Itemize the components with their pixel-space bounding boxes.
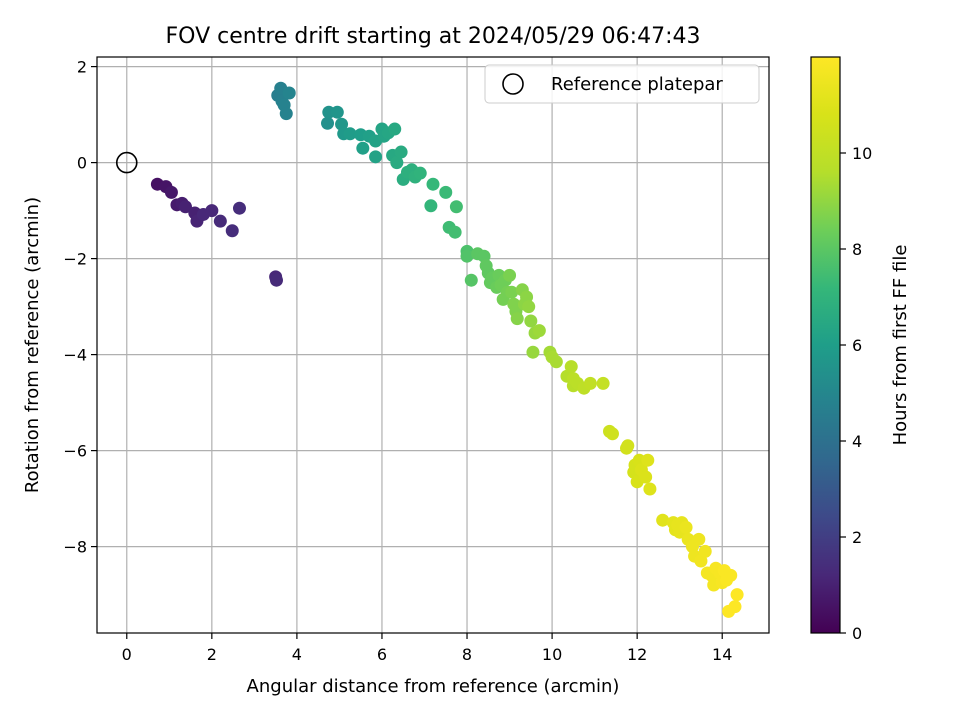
colorbar-tick-label: 8 — [852, 240, 862, 259]
chart-title: FOV centre drift starting at 2024/05/29 … — [166, 24, 701, 49]
data-point — [524, 314, 538, 328]
data-point — [656, 513, 670, 527]
x-tick-label: 8 — [462, 645, 472, 664]
y-tick-label: −2 — [63, 250, 87, 269]
data-point — [464, 273, 478, 287]
data-point — [269, 273, 283, 287]
data-point — [439, 185, 453, 199]
colorbar-ticks: 0 2 4 6 8 10 — [840, 144, 872, 643]
data-point — [369, 150, 383, 164]
y-tick-label: 0 — [77, 154, 87, 173]
colorbar-tick-label: 6 — [852, 336, 862, 355]
data-point — [641, 453, 655, 467]
legend-box — [484, 64, 760, 104]
reference-marker — [115, 151, 138, 174]
grid — [97, 57, 769, 633]
colorbar-label: Hours from first FF file — [890, 245, 911, 446]
data-point — [510, 312, 524, 326]
colorbar-tick-label: 0 — [852, 624, 862, 643]
legend: Reference platepar — [484, 64, 760, 104]
data-point — [426, 177, 440, 191]
x-tick-label: 14 — [712, 645, 732, 664]
colorbar-tick-label: 10 — [852, 144, 872, 163]
data-point — [503, 268, 517, 282]
data-point — [564, 360, 578, 374]
data-point — [549, 355, 563, 369]
y-tick-label: 2 — [77, 58, 87, 77]
x-tick-label: 6 — [377, 645, 387, 664]
data-point — [178, 200, 192, 214]
x-axis-label: Angular distance from reference (arcmin) — [247, 676, 620, 697]
data-point — [728, 600, 742, 614]
colorbar-gradient — [810, 56, 841, 634]
data-point — [730, 588, 744, 602]
y-tick-label: −6 — [63, 442, 87, 461]
data-point — [413, 166, 427, 180]
data-point — [692, 532, 706, 546]
data-point — [460, 249, 474, 263]
data-point — [282, 86, 296, 100]
data-point — [330, 105, 344, 119]
data-point — [639, 470, 653, 484]
data-point — [424, 199, 438, 213]
data-point — [532, 324, 546, 338]
x-axis: 0 2 4 6 8 10 12 14 — [122, 633, 732, 664]
plot-frame — [96, 56, 770, 634]
data-point — [505, 285, 519, 299]
data-point — [343, 127, 357, 141]
data-point — [522, 300, 536, 314]
data-point — [225, 224, 239, 238]
data-point — [596, 376, 610, 390]
legend-marker-icon — [502, 73, 524, 95]
data-point — [643, 482, 657, 496]
y-tick-label: −8 — [63, 538, 87, 557]
x-tick-label: 2 — [207, 645, 217, 664]
colorbar-tick-label: 2 — [852, 528, 862, 547]
colorbar: 0 2 4 6 8 10 Hours from first FF file — [810, 56, 911, 643]
data-point — [321, 116, 335, 130]
x-tick-label: 0 — [122, 645, 132, 664]
x-tick-label: 4 — [292, 645, 302, 664]
data-point — [390, 156, 404, 170]
data-point — [526, 345, 540, 359]
data-point — [583, 376, 597, 390]
x-tick-label: 12 — [627, 645, 647, 664]
x-tick-label: 10 — [542, 645, 562, 664]
data-point — [621, 439, 635, 453]
legend-label: Reference platepar — [551, 74, 723, 95]
data-points — [150, 81, 744, 618]
data-point — [164, 185, 178, 199]
data-point — [698, 544, 712, 558]
data-point — [448, 225, 462, 239]
data-point — [605, 427, 619, 441]
data-point — [356, 141, 370, 155]
y-axis-label: Rotation from reference (arcmin) — [22, 197, 43, 493]
data-point — [449, 200, 463, 214]
data-point — [205, 204, 219, 218]
data-point — [679, 520, 693, 534]
data-point — [279, 107, 293, 121]
data-point — [213, 214, 227, 228]
data-point — [394, 145, 408, 159]
y-tick-label: −4 — [63, 346, 87, 365]
data-point — [388, 122, 402, 136]
y-axis: 2 0 −2 −4 −6 −8 — [63, 58, 97, 557]
colorbar-tick-label: 4 — [852, 432, 862, 451]
data-point — [232, 201, 246, 215]
data-point — [724, 568, 738, 582]
